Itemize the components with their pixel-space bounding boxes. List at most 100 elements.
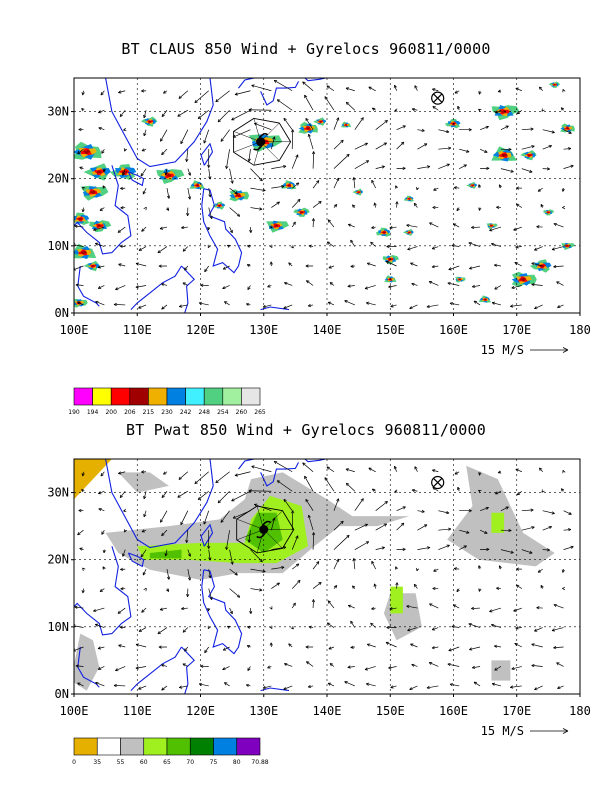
wind-vector	[225, 530, 230, 550]
wind-vector	[371, 560, 377, 570]
wind-vector-head	[531, 145, 535, 149]
wind-vector	[515, 626, 522, 630]
wind-vector-shaft	[302, 462, 314, 473]
wind-vector-head	[346, 534, 350, 539]
coastline	[130, 646, 182, 691]
wind-vector	[267, 284, 272, 288]
wind-vector-head	[553, 603, 557, 607]
wind-vector	[352, 558, 356, 570]
coastline	[127, 171, 145, 187]
wind-vector-head	[347, 284, 351, 288]
wind-vector-shaft	[229, 168, 233, 184]
wind-vector-head	[529, 550, 533, 554]
wind-vector	[496, 586, 501, 591]
wind-vector	[448, 265, 460, 271]
wind-vector-head	[81, 92, 85, 96]
wind-vector-shaft	[407, 246, 418, 250]
wind-vector	[495, 490, 502, 495]
wind-vector-shaft	[333, 177, 340, 189]
wind-vector	[97, 646, 105, 650]
wind-vector	[333, 534, 350, 550]
wind-vector	[478, 90, 482, 95]
wind-vector-head	[456, 588, 460, 593]
wind-vector	[407, 627, 418, 632]
wind-vector	[119, 244, 126, 248]
wind-vector-head	[267, 665, 271, 669]
colorbar-swatch	[166, 737, 191, 756]
wind-vector-shaft	[431, 246, 439, 250]
wind-vector-head	[161, 113, 165, 118]
wind-vector-shaft	[95, 682, 105, 687]
wind-vector	[556, 662, 564, 667]
wind-vector	[207, 530, 211, 549]
wind-vector-head	[117, 610, 121, 614]
wind-vector	[208, 168, 212, 180]
pwat-contour	[118, 472, 169, 493]
cloud-contour	[344, 124, 348, 126]
wind-vector-shaft	[417, 143, 428, 150]
wind-vector-shaft	[97, 265, 105, 268]
wind-vector-shaft	[521, 526, 535, 531]
wind-vector	[291, 154, 299, 169]
wind-vector	[122, 168, 126, 176]
wind-vector-shaft	[537, 568, 543, 573]
wind-vector-head	[352, 204, 356, 208]
wind-vector	[431, 646, 439, 650]
wind-vector-head	[371, 107, 376, 111]
wind-vector-shaft	[113, 304, 126, 306]
wind-vector-head	[451, 625, 455, 629]
wind-vector-shaft	[426, 304, 439, 308]
wind-vector	[141, 607, 147, 613]
wind-vector	[81, 488, 85, 493]
wind-vector-head	[120, 587, 124, 591]
wind-vector-shaft	[229, 607, 233, 615]
wind-vector-shaft	[251, 84, 272, 92]
wind-vector	[269, 642, 273, 648]
wind-vector-shaft	[471, 607, 481, 609]
wind-vector-head	[200, 283, 204, 287]
wind-vector-head	[140, 554, 144, 558]
cloud-contour	[78, 217, 83, 221]
x-tick-label: 120E	[186, 704, 215, 718]
wind-vector-head	[141, 89, 145, 93]
wind-vector-shaft	[479, 148, 488, 153]
wind-vector-shaft	[370, 622, 376, 628]
wind-vector	[562, 586, 566, 591]
wind-vector	[432, 586, 439, 591]
wind-vector	[75, 664, 84, 668]
wind-vector-shaft	[143, 491, 147, 499]
coastline	[201, 188, 243, 274]
wind-vector-shaft	[534, 304, 543, 310]
wind-vector-shaft	[354, 142, 368, 150]
wind-vector-head	[101, 150, 105, 154]
wind-vector-shaft	[431, 646, 439, 649]
colorbar-label: 70	[186, 759, 194, 766]
wind-vector-shaft	[291, 535, 299, 550]
wind-vector-head	[234, 473, 238, 477]
wind-vector	[531, 663, 543, 668]
wind-vector	[388, 285, 397, 289]
wind-vector-shaft	[370, 241, 376, 247]
wind-vector	[500, 528, 512, 533]
wind-vector-head	[537, 569, 542, 573]
wind-vector	[157, 627, 168, 635]
wind-vector	[521, 127, 534, 131]
wind-vector-shaft	[262, 685, 272, 689]
wind-vector-head	[457, 105, 461, 110]
wind-vector-shaft	[531, 665, 543, 667]
coastline	[77, 265, 100, 307]
wind-vector-head	[496, 586, 500, 591]
wind-vector	[333, 204, 338, 208]
wind-vector	[200, 283, 209, 287]
wind-vector	[478, 108, 482, 112]
wind-vector-head	[371, 488, 376, 492]
wind-vector-shaft	[521, 128, 534, 131]
wind-vector-head	[451, 244, 455, 248]
wind-vector	[494, 644, 501, 648]
wind-vector-shaft	[348, 604, 355, 609]
wind-vector-shaft	[302, 81, 314, 92]
wind-vector-head	[295, 535, 299, 539]
wind-vector	[393, 84, 397, 91]
wind-vector	[457, 105, 461, 111]
wind-vector-shaft	[122, 549, 126, 557]
